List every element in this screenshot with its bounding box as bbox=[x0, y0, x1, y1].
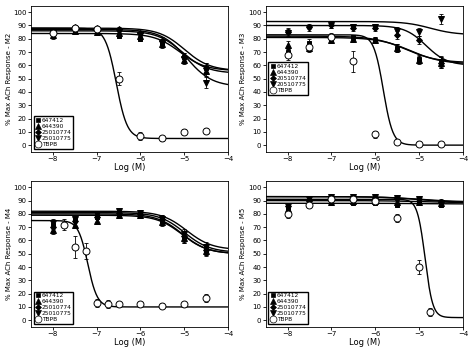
X-axis label: Log (M): Log (M) bbox=[114, 163, 145, 172]
Legend: 647412, 644390, 25010774, 25010775, TBPB: 647412, 644390, 25010774, 25010775, TBPB bbox=[34, 292, 73, 324]
Y-axis label: % Max ACh Response - M2: % Max ACh Response - M2 bbox=[6, 32, 11, 125]
Legend: 647412, 644390, 25010774, 25010775, TBPB: 647412, 644390, 25010774, 25010775, TBPB bbox=[34, 116, 73, 149]
Legend: 647412, 644390, 25010774, 25010775, TBPB: 647412, 644390, 25010774, 25010775, TBPB bbox=[268, 292, 308, 324]
Legend: 647412, 644390, 20510774, 20510775, TBPB: 647412, 644390, 20510774, 20510775, TBPB bbox=[268, 62, 308, 95]
X-axis label: Log (M): Log (M) bbox=[114, 339, 145, 347]
X-axis label: Log (M): Log (M) bbox=[349, 339, 380, 347]
X-axis label: Log (M): Log (M) bbox=[349, 163, 380, 172]
Y-axis label: % Max ACh Response - M3: % Max ACh Response - M3 bbox=[240, 32, 246, 125]
Y-axis label: % Max ACh Response - M4: % Max ACh Response - M4 bbox=[6, 208, 11, 300]
Y-axis label: % Max ACh Response - M5: % Max ACh Response - M5 bbox=[240, 208, 246, 300]
